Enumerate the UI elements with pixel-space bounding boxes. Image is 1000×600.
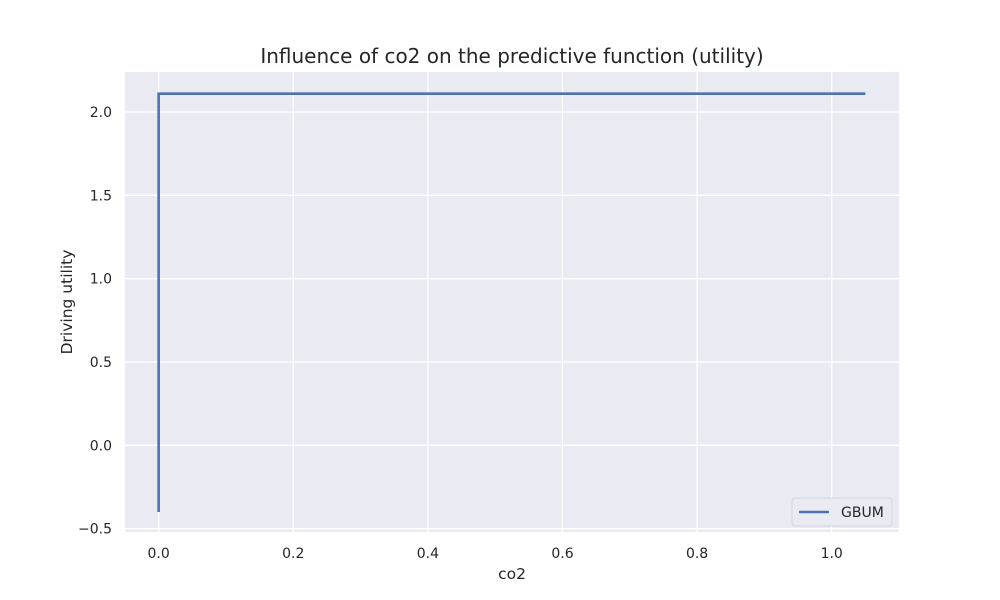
y-tick-label: 0.0 (90, 438, 112, 454)
legend-label-gbum: GBUM (841, 505, 884, 521)
x-axis-label: co2 (498, 565, 526, 583)
chart-title: Influence of co2 on the predictive funct… (260, 44, 763, 68)
y-tick-label: 1.0 (90, 272, 112, 288)
x-tick-label: 0.4 (417, 546, 439, 562)
y-tick-label: −0.5 (78, 522, 112, 538)
legend: GBUM (791, 497, 893, 527)
legend-box (791, 497, 893, 527)
x-tick-label: 0.0 (148, 546, 170, 562)
x-tick-label: 0.2 (282, 546, 304, 562)
grid (125, 72, 899, 532)
y-tick-label: 0.5 (90, 355, 112, 371)
series-layer (157, 92, 866, 512)
y-axis-label: Driving utility (58, 250, 76, 355)
x-tick-label: 0.6 (551, 546, 573, 562)
series-line-gbum (157, 92, 866, 512)
x-tick-label: 0.8 (686, 546, 708, 562)
x-tick-label: 1.0 (821, 546, 843, 562)
plot-area (125, 72, 899, 532)
y-tick-label: 1.5 (90, 188, 112, 204)
y-tick-label: 2.0 (90, 105, 112, 121)
x-ticks: 0.0 0.2 0.4 0.6 0.8 1.0 (148, 546, 843, 562)
y-ticks: −0.5 0.0 0.5 1.0 1.5 2.0 (78, 105, 112, 538)
